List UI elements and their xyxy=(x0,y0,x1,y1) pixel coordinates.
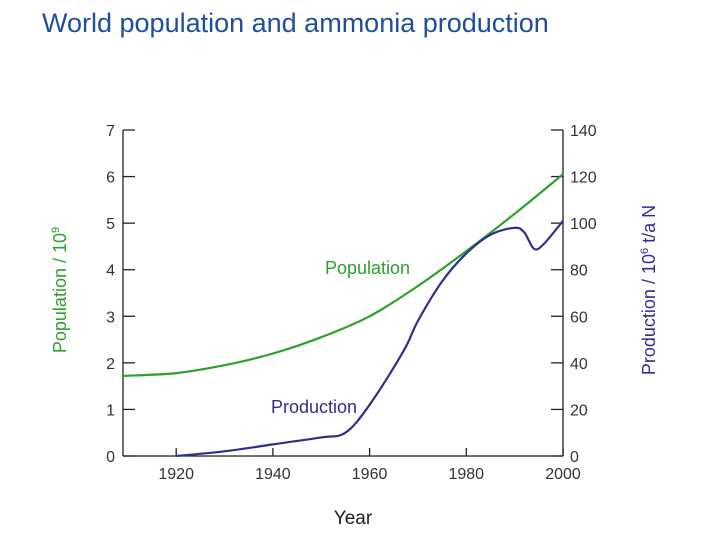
y-tick-right-label: 100 xyxy=(570,216,597,233)
y-tick-left-label: 6 xyxy=(106,170,115,187)
y-tick-right-label: 60 xyxy=(570,309,588,326)
x-tick-label: 1980 xyxy=(448,466,484,483)
x-axis-label: Year xyxy=(334,508,373,529)
series-line-population xyxy=(122,173,564,377)
slide-title: World population and ammonia production xyxy=(42,8,549,38)
y-axis-label-left: Population / 109 xyxy=(50,227,70,353)
y-tick-left-label: 7 xyxy=(106,123,115,140)
x-tick-label: 2000 xyxy=(545,466,581,483)
y-tick-right-label: 120 xyxy=(570,170,597,187)
y-tick-left-label: 1 xyxy=(106,402,115,419)
series-label-production: Production xyxy=(271,397,357,417)
y-tick-left-label: 4 xyxy=(106,263,115,280)
x-tick-label: 1940 xyxy=(255,466,291,483)
y-tick-right-label: 140 xyxy=(570,123,597,140)
y-tick-left-label: 3 xyxy=(106,309,115,326)
series-label-population: Population xyxy=(325,258,410,278)
series-line-production xyxy=(176,220,564,458)
y-tick-left-label: 2 xyxy=(106,356,115,373)
y-tick-right-label: 20 xyxy=(570,402,588,419)
y-axis-label-right: Production / 106 t/a N xyxy=(639,205,659,375)
axes xyxy=(122,130,564,457)
x-tick-label: 1960 xyxy=(352,466,388,483)
y-tick-right-label: 40 xyxy=(570,356,588,373)
y-tick-right-label: 80 xyxy=(570,263,588,280)
y-tick-left-label: 5 xyxy=(106,216,115,233)
x-tick-label: 1920 xyxy=(158,466,194,483)
y-tick-left-label: 0 xyxy=(106,449,115,466)
y-tick-right-label: 0 xyxy=(570,449,579,466)
